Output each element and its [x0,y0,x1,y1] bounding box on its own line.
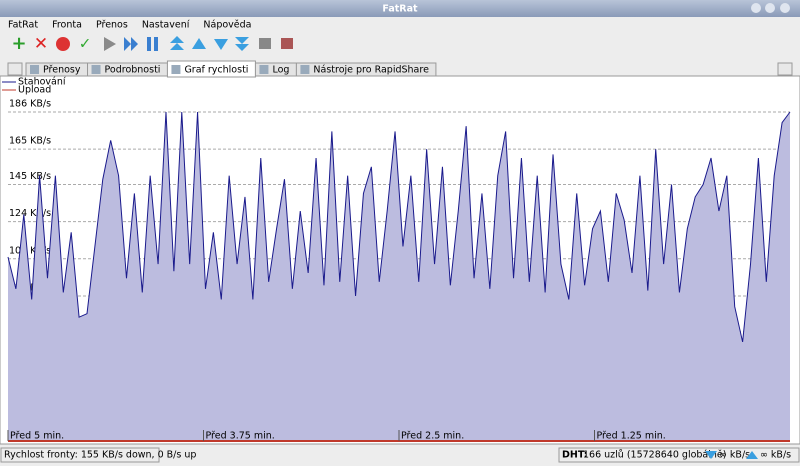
up-icon-status [746,451,758,459]
menu-item[interactable]: Přenos [96,20,128,31]
forcestart-icon[interactable] [124,37,138,51]
minimize[interactable] [751,3,761,13]
queue-speed: Rychlost fronty: 155 KB/s down, 0 B/s up [4,450,196,461]
export-icon[interactable] [281,38,293,49]
tab-icon [30,65,39,74]
down-icon-status [705,451,717,459]
down-limit[interactable]: ∞ kB/s [719,450,750,461]
tab-icon [91,65,101,74]
up-limit[interactable]: ∞ kB/s [760,450,791,461]
bottom-icon-2 [235,44,249,51]
y-tick-label: 165 KB/s [9,136,51,147]
delete-icon[interactable]: ✕ [34,34,48,54]
tab-label[interactable]: Graf rychlosti [184,65,248,76]
menu-bar: FatRat Fronta Přenos Nastavení Nápověda [8,20,251,31]
tab[interactable]: Nástroje pro RapidShare [295,62,437,77]
toolbar: + ✕ ✓ [11,33,293,54]
tab-label[interactable]: Log [272,65,289,76]
y-tick-label: 103 KB/s [9,245,51,256]
tab-icon [259,65,269,74]
top-icon[interactable] [170,36,184,43]
tab-corner-right[interactable] [777,62,793,76]
pause-icon-bar [154,37,158,51]
menu-item[interactable]: Nápověda [203,20,251,31]
y-tick-label: 145 KB/s [9,171,51,182]
status-box [0,447,160,463]
delete-data-icon[interactable] [56,37,70,51]
dht-label: DHT: [562,450,588,461]
tab-label[interactable]: Přenosy [43,65,81,76]
window-title: FatRat [382,4,418,15]
x-tick-label: Před 2.5 min. [401,431,464,442]
tab-corner[interactable] [7,62,23,76]
add-icon[interactable]: + [11,33,26,54]
close[interactable] [780,3,790,13]
tab[interactable]: Podrobnosti [87,62,168,77]
x-tick-label: Před 5 min. [10,431,64,442]
status-box-right [558,447,800,463]
pause-icon[interactable] [147,37,151,51]
series-line [7,111,791,343]
tab-label[interactable]: Nástroje pro RapidShare [313,65,429,76]
tab[interactable]: Graf rychlosti [166,60,256,78]
area-fill [8,112,790,441]
import-icon[interactable] [259,38,271,49]
tab-bg [295,62,437,77]
speed-graph: 20 KB/s41 KB/s62 KB/s82 KB/s103 KB/s124 … [2,77,791,442]
maximize[interactable] [765,3,775,13]
up-icon[interactable] [192,38,206,49]
tab-icon [171,65,181,74]
menu-item[interactable]: Nastavení [142,20,190,31]
legend-label: Stahování [18,77,66,88]
start-icon[interactable] [104,37,116,51]
tab-icon [300,65,310,74]
tab-label[interactable]: Podrobnosti [105,65,161,76]
dht-info: 166 uzlů (15728640 globálně) [583,450,726,461]
tab[interactable]: Log [254,62,297,77]
top-icon-2 [170,43,184,50]
menu-item[interactable]: Fronta [52,20,82,31]
tab-bar: Přenosy Podrobnosti Graf rychlosti Log Nástr… [7,60,793,78]
menu-item[interactable]: FatRat [8,20,38,31]
resume-icon[interactable]: ✓ [79,35,92,53]
legend-label: Upload [18,85,51,96]
tab[interactable]: Přenosy [25,62,89,77]
down-icon[interactable] [214,39,228,50]
x-tick-label: Před 3.75 min. [206,431,275,442]
title-bar [0,0,800,17]
x-tick-label: Před 1.25 min. [597,431,666,442]
bottom-icon[interactable] [235,37,249,44]
y-tick-label: 186 KB/s [9,99,51,110]
y-tick-label: 124 KB/s [9,208,51,219]
